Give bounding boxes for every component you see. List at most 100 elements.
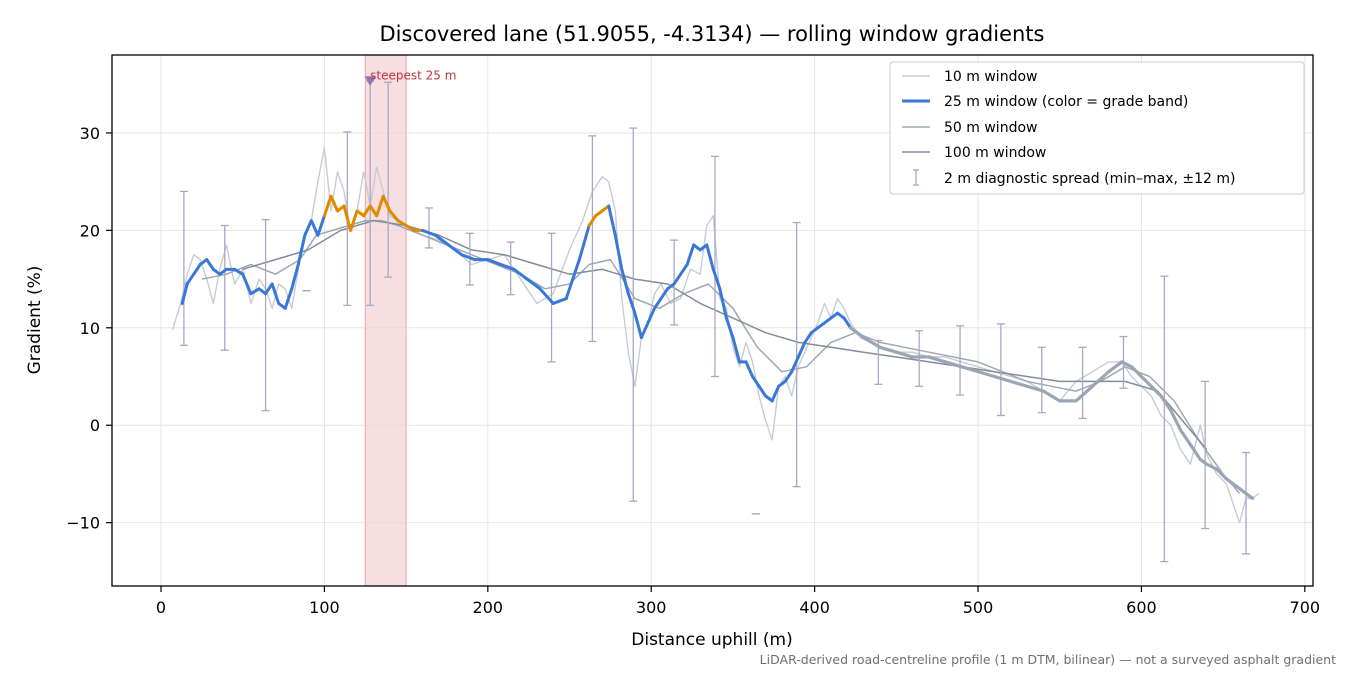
- series-25m-segment: [538, 287, 555, 305]
- ticks-layer: 0 100 200 300 400 500 600 700 −10 0 10 20 30: [66, 124, 1320, 617]
- series-25m-segment: [659, 287, 670, 301]
- data-layer: steepest 25 m: [171, 68, 1260, 563]
- series-25m-segment: [1244, 491, 1255, 500]
- series-25m-segment: [1074, 384, 1095, 403]
- error-bar: [424, 207, 433, 249]
- error-bar: [629, 127, 638, 502]
- footnote: LiDAR-derived road-centreline profile (1…: [760, 652, 1336, 667]
- steepest-span-highlight: [364, 54, 407, 587]
- series-25m-segment: [249, 287, 261, 296]
- error-bar: [588, 135, 597, 343]
- series-25m-segment: [672, 272, 683, 286]
- error-bar: [956, 325, 965, 396]
- series-25m-segment: [1179, 428, 1193, 447]
- x-tick-label: 600: [1126, 598, 1157, 617]
- series-25m-segment: [976, 370, 996, 379]
- error-bar: [384, 81, 393, 278]
- series-25m-segment: [796, 340, 807, 359]
- series-25m-segment: [646, 306, 656, 325]
- series-25m-segment: [270, 282, 281, 305]
- y-tick-label: 0: [90, 416, 100, 435]
- series-25m-segment: [322, 194, 333, 218]
- x-tick-label: 500: [963, 598, 994, 617]
- series-25m-segment: [434, 233, 451, 247]
- series-25m-segment: [626, 292, 637, 315]
- series-25m-segment: [613, 233, 624, 271]
- series-25m-segment: [1130, 365, 1144, 379]
- legend-swatch-errorbar: [913, 169, 919, 186]
- y-tick-label: 20: [80, 221, 100, 240]
- series-25m-segment: [375, 194, 385, 218]
- error-bar: [792, 221, 801, 488]
- series-25m-segment: [679, 262, 689, 276]
- series-25m-segment: [577, 224, 591, 262]
- series-25m-segment: [878, 345, 898, 354]
- series-25m-segment: [1205, 462, 1219, 471]
- series-50m-line: [201, 219, 1241, 494]
- series-25m-segment: [790, 355, 800, 374]
- x-tick-label: 300: [636, 598, 667, 617]
- series-25m-segment: [607, 204, 617, 237]
- series-25m-segment: [731, 336, 741, 364]
- series-25m-segment: [368, 204, 379, 218]
- series-25m-segment: [1107, 360, 1124, 374]
- series-25m-segment: [290, 262, 300, 291]
- series-25m-segment: [396, 219, 408, 228]
- series-25m-segment: [205, 258, 215, 271]
- error-bar: [1078, 346, 1087, 420]
- legend-box: [889, 61, 1305, 195]
- series-25m-segment: [587, 214, 598, 228]
- series-25m-segment: [329, 194, 339, 213]
- series-25m-segment: [943, 360, 964, 369]
- legend-label-50m: 50 m window: [944, 120, 1037, 136]
- series-25m-segment: [303, 219, 313, 237]
- series-25m-segment: [1041, 389, 1062, 403]
- y-tick-label: 10: [80, 319, 100, 338]
- series-25m-segment: [525, 277, 542, 291]
- y-tick-label: 30: [80, 124, 100, 143]
- highlight-layer: [364, 54, 407, 587]
- series-25m-segment: [842, 316, 853, 330]
- series-25m-segment: [460, 253, 477, 262]
- series-25m-segment: [264, 282, 274, 296]
- series-25m-segment: [1169, 409, 1183, 432]
- series-25m-segment: [564, 258, 581, 301]
- error-bar: [220, 224, 229, 351]
- series-25m-segment: [770, 384, 781, 403]
- series-25m-segment: [639, 321, 650, 340]
- series-25m-segment: [362, 204, 372, 218]
- plot-frame: [111, 54, 1314, 587]
- error-bar: [179, 190, 188, 346]
- series-25m-segment: [711, 267, 722, 291]
- x-tick-label: 400: [799, 598, 830, 617]
- series-25m-segment: [724, 316, 735, 340]
- series-25m-segment: [486, 258, 503, 266]
- series-25m-segment: [685, 243, 696, 266]
- series-25m-segment: [420, 228, 438, 237]
- error-bar: [261, 219, 270, 412]
- series-25m-segment: [1188, 443, 1202, 461]
- legend-label-errorbar: 2 m diagnostic spread (min–max, ±12 m): [944, 171, 1235, 187]
- series-25m-segment: [349, 209, 359, 232]
- series-25m-segment: [283, 287, 294, 310]
- series-25m-segment: [180, 282, 189, 305]
- series-25m-segment: [185, 272, 196, 286]
- error-bar: [1037, 346, 1046, 414]
- series-25m-segment: [960, 365, 980, 374]
- series-25m-segment: [316, 214, 326, 237]
- x-tick-label: 200: [473, 598, 504, 617]
- x-tick-label: 0: [156, 598, 166, 617]
- series-25m-segment: [192, 262, 202, 276]
- steepest-marker: [364, 76, 376, 87]
- y-axis-title: Gradient (%): [25, 266, 45, 375]
- series-25m-segment: [342, 204, 353, 232]
- legend-label-100m: 100 m window: [944, 145, 1046, 161]
- x-tick-label: 100: [309, 598, 340, 617]
- series-25m-segment: [1139, 374, 1153, 388]
- series-25m-segment: [992, 374, 1013, 383]
- error-bar: [547, 232, 556, 363]
- series-25m-segment: [751, 375, 761, 388]
- series-25m-segment: [512, 267, 529, 281]
- series-25m-segment: [757, 384, 768, 398]
